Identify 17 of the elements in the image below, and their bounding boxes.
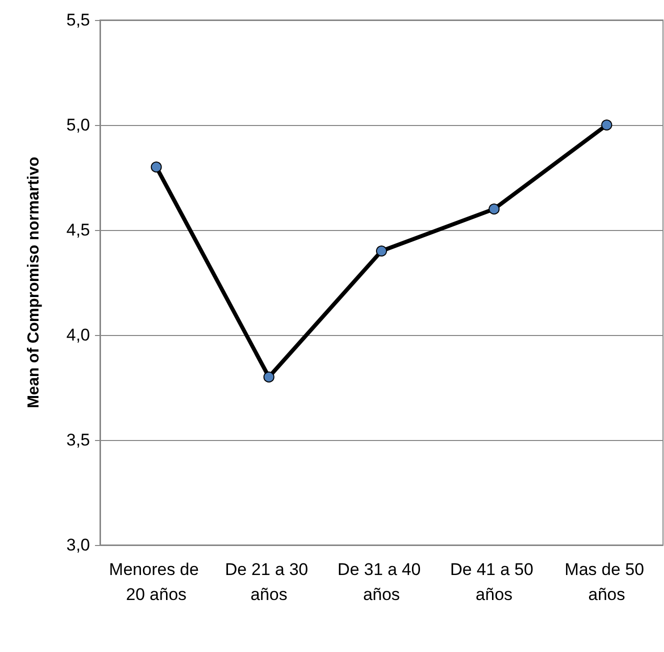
y-tick-label: 3,5 bbox=[66, 430, 90, 450]
y-tick-label: 5,0 bbox=[66, 116, 90, 134]
y-tick-label: 3,0 bbox=[66, 536, 90, 554]
y-tick-label: 5,5 bbox=[66, 10, 90, 30]
y-axis-title: Mean of Compromiso normartivo bbox=[26, 156, 42, 408]
y-tick-label: 4,5 bbox=[66, 220, 90, 240]
x-tick-label: De 31 a 40 años bbox=[338, 560, 426, 604]
point bbox=[263, 372, 274, 382]
y-tick-label: 4,0 bbox=[66, 326, 90, 344]
point bbox=[150, 162, 162, 172]
point bbox=[488, 204, 500, 214]
x-tick-label: Menores de 20 años bbox=[109, 560, 204, 604]
point bbox=[376, 246, 387, 256]
x-tick-label: Mas de 50 años bbox=[564, 560, 649, 604]
x-tick-label: De 41 a 50 años bbox=[450, 560, 538, 604]
x-tick-label: De 21 a 30 años bbox=[224, 560, 313, 604]
point bbox=[601, 120, 612, 130]
